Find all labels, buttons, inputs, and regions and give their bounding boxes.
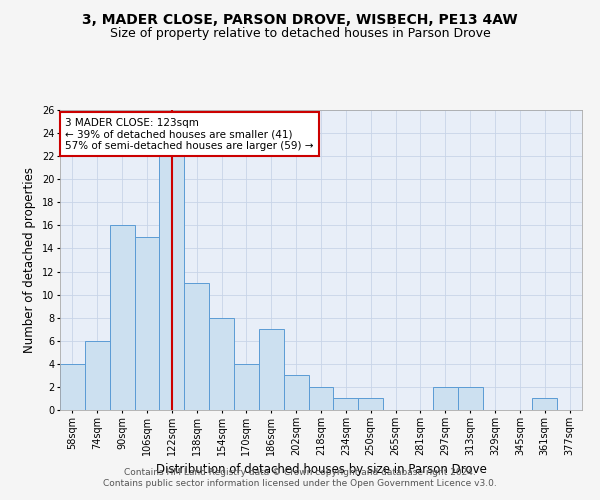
Y-axis label: Number of detached properties: Number of detached properties bbox=[23, 167, 37, 353]
Bar bbox=[160, 156, 184, 410]
Bar bbox=[234, 364, 259, 410]
Bar bbox=[458, 387, 482, 410]
Bar bbox=[284, 376, 308, 410]
Bar bbox=[308, 387, 334, 410]
Text: 3, MADER CLOSE, PARSON DROVE, WISBECH, PE13 4AW: 3, MADER CLOSE, PARSON DROVE, WISBECH, P… bbox=[82, 12, 518, 26]
Bar bbox=[85, 341, 110, 410]
Text: Contains HM Land Registry data © Crown copyright and database right 2024.
Contai: Contains HM Land Registry data © Crown c… bbox=[103, 468, 497, 487]
Bar bbox=[259, 329, 284, 410]
Bar bbox=[134, 237, 160, 410]
Text: 3 MADER CLOSE: 123sqm
← 39% of detached houses are smaller (41)
57% of semi-deta: 3 MADER CLOSE: 123sqm ← 39% of detached … bbox=[65, 118, 314, 150]
Bar bbox=[184, 283, 209, 410]
Bar bbox=[209, 318, 234, 410]
X-axis label: Distribution of detached houses by size in Parson Drove: Distribution of detached houses by size … bbox=[155, 464, 487, 476]
Bar bbox=[358, 398, 383, 410]
Bar bbox=[433, 387, 458, 410]
Bar bbox=[532, 398, 557, 410]
Text: Size of property relative to detached houses in Parson Drove: Size of property relative to detached ho… bbox=[110, 28, 490, 40]
Bar bbox=[110, 226, 134, 410]
Bar bbox=[334, 398, 358, 410]
Bar bbox=[60, 364, 85, 410]
